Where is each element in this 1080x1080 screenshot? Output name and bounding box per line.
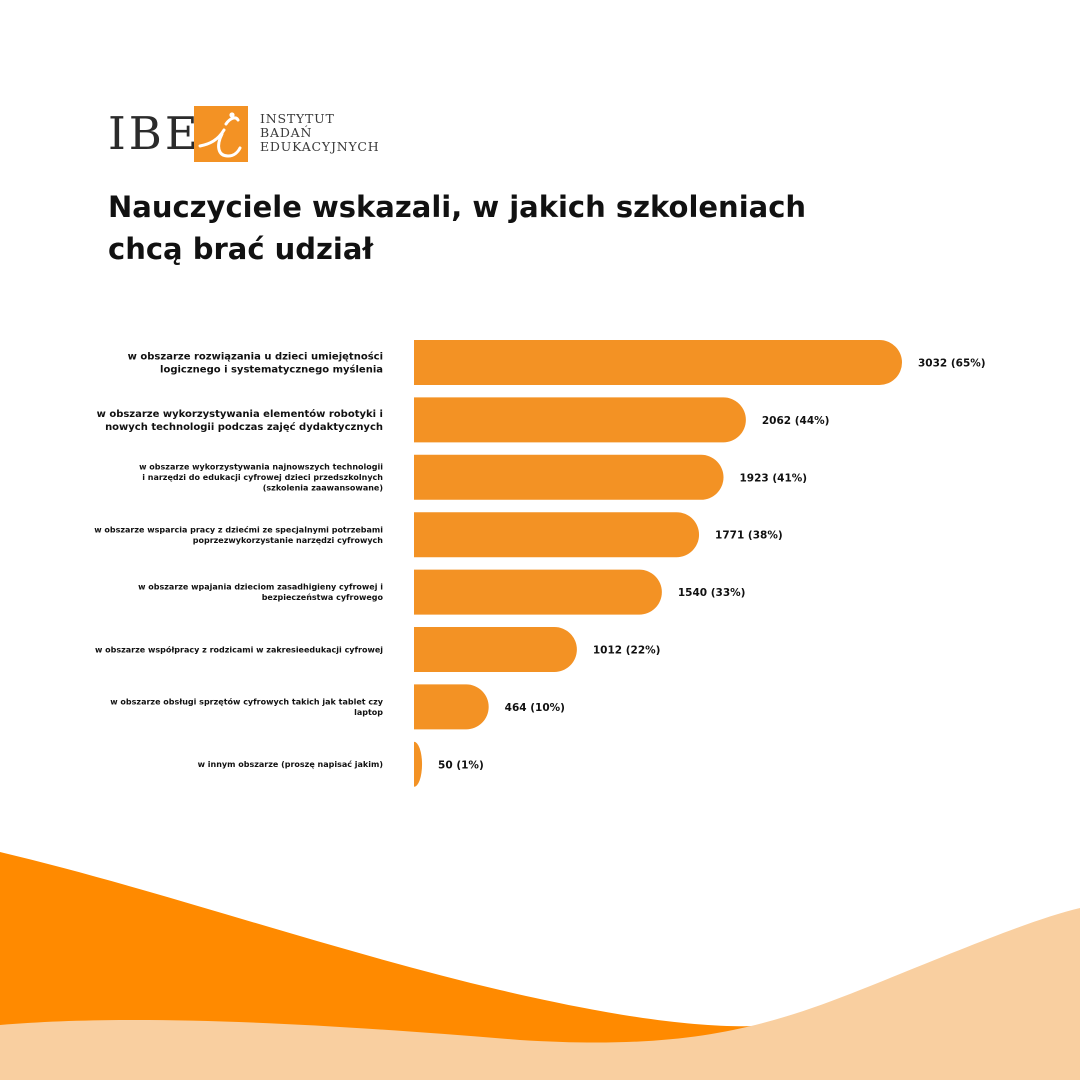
chart-svg: 3032 (65%) w obszarze rozwiązania u dziec… [94,340,986,787]
bar-value-label-7: 464 (10%) [505,702,565,714]
bar-value-label-5: 1540 (33%) [678,587,746,599]
bar-value-label-2: 2062 (44%) [762,415,830,427]
bar-8 [414,741,423,787]
bar-chart: 3032 (65%) w obszarze rozwiązania u dziec… [0,330,1080,800]
category-label-2: w obszarze wykorzystywania elementów rob… [97,408,383,433]
bar-7 [414,684,489,730]
category-label-line: bezpieczeństwa cyfrowego [262,593,384,602]
category-label-4: w obszarze wsparcia pracy z dziećmi ze s… [94,524,383,545]
category-label-line: laptop [354,708,383,717]
logo-abbr: IBE [108,107,201,160]
bar-5 [414,569,662,615]
chart-title: Nauczyciele wskazali, w jakich szkolenia… [108,190,807,266]
category-label-1: w obszarze rozwiązania u dzieci umiejętn… [128,351,383,376]
category-label-5: w obszarze wpajania dzieciom zasadhigien… [138,583,383,603]
category-label-line: w obszarze wsparcia pracy z dziećmi ze s… [94,524,383,534]
logo-line-1: INSTYTUT [260,111,335,126]
logo-text: INSTYTUT BADAŃ EDUKACYJNYCH [260,112,379,154]
category-label-line: poprzezwykorzystanie narzędzi cyfrowych [193,536,384,545]
category-label-7: w obszarze obsługi sprzętów cyfrowych ta… [110,696,384,717]
category-label-line: w obszarze wpajania dzieciom zasadhigien… [138,583,383,592]
bar-3 [414,454,724,500]
logo-line-2: BADAŃ [260,125,313,140]
bar-value-label-6: 1012 (22%) [593,645,661,657]
bar-value-label-4: 1771 (38%) [715,530,783,542]
bar-6 [414,627,577,672]
category-label-3: w obszarze wykorzystywania najnowszych t… [139,463,383,493]
category-label-line: i narzędzi do edukacji cyfrowej dzieci p… [142,473,383,482]
bar-value-label-3: 1923 (41%) [740,472,808,484]
category-label-line: (szkolenia zaawansowane) [263,484,383,493]
bar-4 [414,512,700,558]
wave-light [0,908,1080,1080]
decorative-waves [0,852,1080,1080]
category-label-line: w obszarze rozwiązania u dzieci umiejętn… [128,351,383,363]
category-label-line: w innym obszarze (proszę napisać jakim) [198,759,383,769]
logo-mark-icon [194,106,248,162]
bar-2 [414,397,746,443]
bar-value-label-8: 50 (1%) [438,759,484,771]
bar-value-label-1: 3032 (65%) [918,358,986,370]
bar-1 [414,340,902,385]
category-label-line: w obszarze obsługi sprzętów cyfrowych ta… [110,696,384,706]
category-label-line: w obszarze wykorzystywania elementów rob… [97,408,383,420]
logo-line-3: EDUKACYJNYCH [260,139,380,154]
category-label-6: w obszarze współpracy z rodzicami w zakr… [95,644,383,654]
category-label-line: nowych technologii podczas zajęć dydakty… [105,421,383,433]
category-label-line: w obszarze współpracy z rodzicami w zakr… [95,644,383,654]
category-label-line: logicznego i systematycznego myślenia [160,364,383,376]
category-label-8: w innym obszarze (proszę napisać jakim) [198,759,383,769]
category-label-line: w obszarze wykorzystywania najnowszych t… [139,463,383,472]
